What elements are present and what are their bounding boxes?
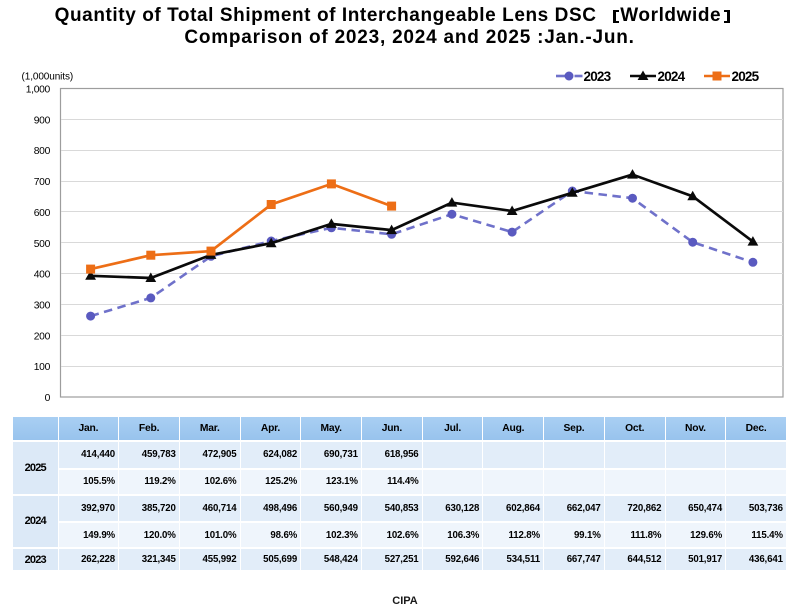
svg-text:700: 700 (34, 177, 51, 188)
svg-text:900: 900 (34, 115, 51, 126)
svg-text:2023: 2023 (584, 69, 612, 84)
svg-text:(1,000units): (1,000units) (22, 72, 74, 83)
svg-text:500: 500 (34, 239, 51, 250)
svg-text:800: 800 (34, 146, 51, 157)
svg-text:2024: 2024 (658, 69, 686, 84)
svg-text:200: 200 (34, 331, 51, 342)
svg-text:1,000: 1,000 (26, 85, 51, 96)
svg-text:400: 400 (34, 270, 51, 281)
svg-text:0: 0 (45, 393, 51, 404)
svg-text:2025: 2025 (732, 69, 760, 84)
svg-text:100: 100 (34, 362, 51, 373)
svg-text:600: 600 (34, 208, 51, 219)
svg-text:300: 300 (34, 300, 51, 311)
